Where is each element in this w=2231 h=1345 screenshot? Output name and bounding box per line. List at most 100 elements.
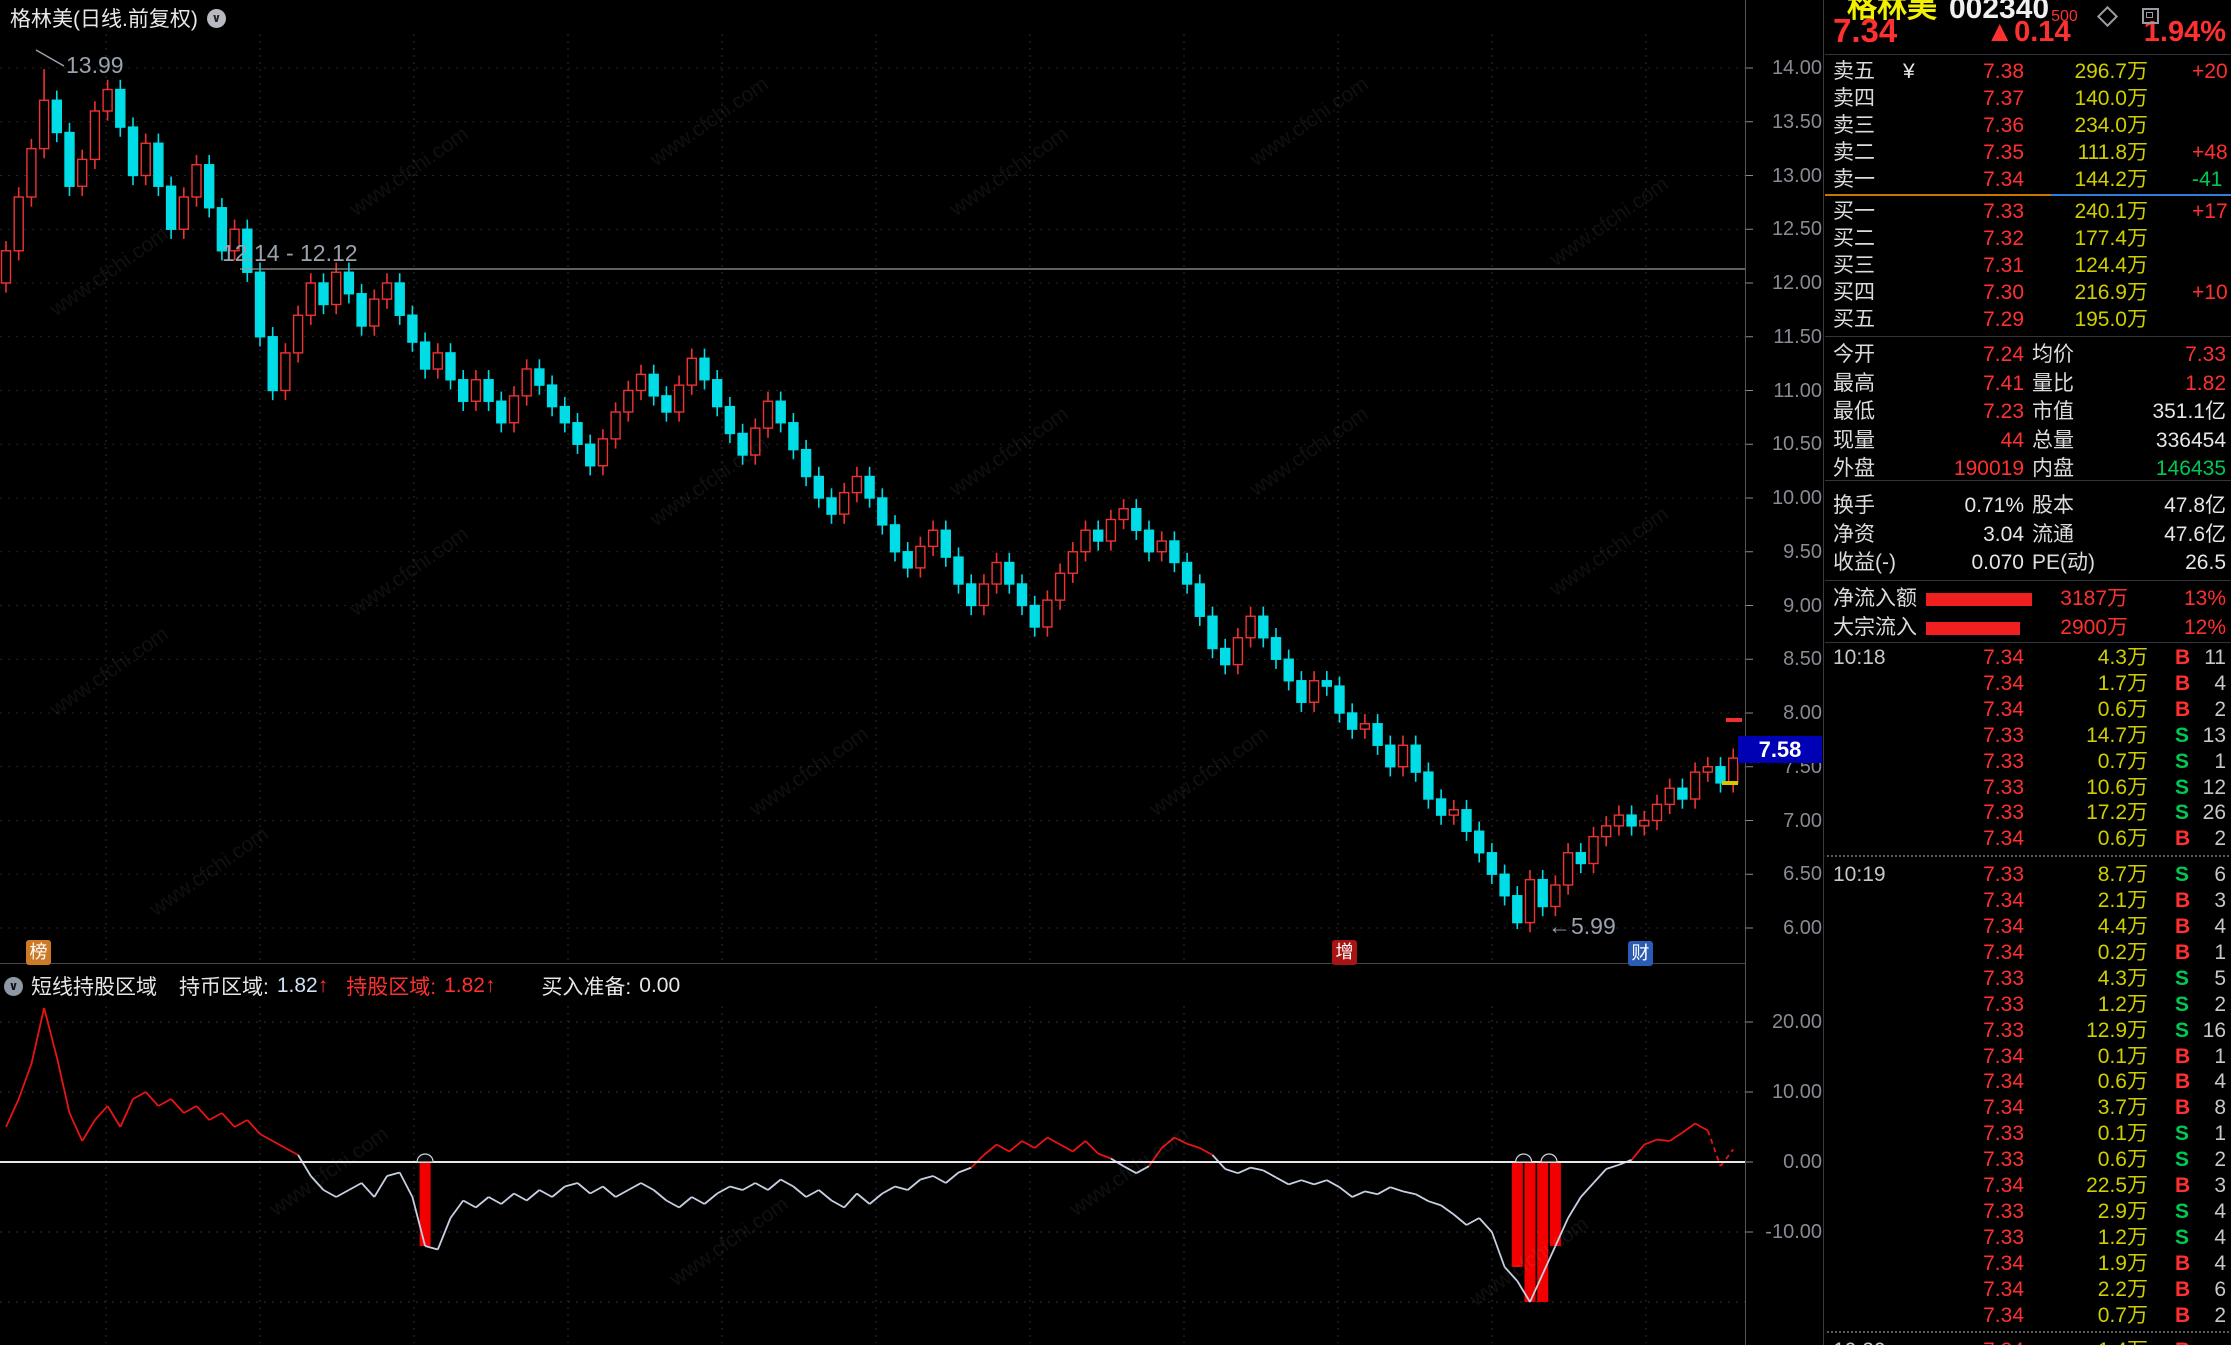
price-change: ▲0.14 [1985, 16, 2071, 48]
indicator-line-segment [792, 1185, 807, 1198]
tick-group-divider [1827, 1331, 2229, 1334]
indicator-line-segment [1174, 1136, 1188, 1145]
candle-body [470, 379, 482, 402]
tick-side: S [2175, 1018, 2190, 1042]
tick-price: 7.34 [1983, 671, 2024, 695]
candle-body [1359, 723, 1371, 730]
level-price: 7.35 [1983, 141, 2024, 164]
candle-body [750, 427, 761, 456]
buy-level-row[interactable]: 买三 7.31 124.4万 [1825, 252, 2231, 279]
sell-level-row[interactable]: 卖一 7.34 144.2万 -41 [1825, 166, 2231, 193]
tick-row: 7.34 2.1万 B 3 [1825, 888, 2231, 914]
indicator-title[interactable]: 短线持股区域 [31, 976, 157, 999]
sell-level-row[interactable]: 卖五 ¥7.38 296.7万 +20 [1825, 58, 2231, 85]
indicator-line-segment [1288, 1179, 1302, 1186]
candle-body [1448, 809, 1460, 816]
tick-side: B [2175, 889, 2191, 913]
stats-row: 现量 44 总量 336454 [1825, 427, 2231, 455]
candle-body [1346, 712, 1358, 730]
tick-count: 12 [2202, 775, 2226, 799]
tick-count: 1 [2214, 1044, 2226, 1068]
rank-badge[interactable]: 榜 [26, 940, 51, 965]
candle-body [1156, 540, 1167, 553]
candle-body [877, 497, 888, 526]
increase-badge[interactable]: 增 [1332, 940, 1357, 965]
candle-body [1664, 787, 1675, 806]
tick-volume: 0.2万 [2097, 940, 2148, 964]
candle-body [1169, 540, 1180, 564]
tick-price: 7.33 [1983, 1225, 2024, 1249]
tick-side: B [2175, 671, 2191, 695]
indicator-line-segment [1008, 1140, 1023, 1153]
indicator-line-segment [17, 1063, 33, 1100]
candle-body [1499, 873, 1510, 897]
tick-count: 8 [2214, 1096, 2226, 1120]
sell-level-row[interactable]: 卖二 7.35 111.8万 +48 [1825, 139, 2231, 166]
sell-level-row[interactable]: 卖三 7.36 234.0万 [1825, 112, 2231, 139]
indicator-axis-label: -10.00 [1765, 1221, 1822, 1243]
indicator-line-segment [1338, 1186, 1353, 1198]
main-chart-canvas[interactable] [0, 0, 1760, 1345]
candle-body [724, 405, 736, 435]
price-axis-label: 12.00 [1771, 272, 1822, 294]
candle-body [762, 400, 774, 429]
indicator-line-segment [907, 1178, 921, 1191]
stock-name-row[interactable]: 格林美 002340 500 [1847, 0, 2078, 26]
level-volume: 296.7万 [2074, 60, 2148, 83]
candle-body [953, 556, 964, 585]
buy-level-row[interactable]: 买四 7.30 216.9万 +10 [1825, 279, 2231, 306]
restore-window-icon[interactable] [2142, 8, 2159, 24]
candle-body [1067, 551, 1079, 574]
tick-price: 7.33 [1983, 723, 2024, 747]
indicator-line-segment [805, 1189, 820, 1198]
indicator-header: ∨ 短线持股区域 持币区域: 1.82 ↑ 持股区域: 1.82 ↑ 买入准备:… [0, 970, 1745, 1002]
candle-body [419, 341, 431, 370]
indicator-line-segment [767, 1178, 782, 1191]
stat-label: 市值 [2032, 400, 2074, 424]
indicator-line-segment [1605, 1163, 1620, 1170]
tick-side: S [2175, 1122, 2190, 1146]
candle-body [1689, 771, 1701, 800]
candle-body [0, 250, 12, 284]
indicator-line-segment [436, 1217, 452, 1250]
hold-stock-arrow-icon: ↑ [484, 974, 496, 997]
indicator-line-segment [30, 1007, 45, 1065]
hold-cash-label: 持币区域: [179, 976, 269, 999]
indicator-line-segment [195, 1105, 210, 1121]
indicator-line-segment [94, 1105, 109, 1121]
candle-body [521, 368, 532, 397]
buy-level-row[interactable]: 买一 7.33 240.1万 +17 [1825, 198, 2231, 225]
sell-level-row[interactable]: 卖四 7.37 140.0万 [1825, 85, 2231, 112]
candle-body [1118, 508, 1129, 521]
tick-price: 7.34 [1983, 646, 2024, 669]
indicator-line-segment [716, 1185, 731, 1195]
indicator-line-segment [348, 1182, 363, 1191]
indicator-line-segment [208, 1112, 223, 1121]
indicator-line-segment [1072, 1140, 1087, 1153]
indicator-line-segment [475, 1196, 490, 1209]
candle-body [1727, 757, 1739, 784]
indicator-line-segment [1148, 1147, 1163, 1167]
indicator-line-segment [894, 1185, 908, 1191]
diamond-icon[interactable] [2096, 5, 2119, 28]
tick-row: 7.34 0.2万 B 1 [1825, 940, 2231, 966]
indicator-line-segment [1135, 1165, 1150, 1174]
candle-body [1677, 787, 1688, 800]
indicator-line-segment [449, 1199, 464, 1219]
indicator-collapse-icon[interactable]: ∨ [4, 976, 23, 996]
candle-body [889, 524, 901, 553]
buy-level-row[interactable]: 买五 7.29 195.0万 [1825, 306, 2231, 333]
finance-badge[interactable]: 财 [1628, 941, 1653, 966]
level-volume: 140.0万 [2074, 87, 2148, 110]
level-volume: 144.2万 [2074, 168, 2148, 191]
tick-side: S [2175, 1199, 2190, 1223]
tick-volume: 0.6万 [2097, 827, 2148, 851]
stat-value: 7.23 [1983, 400, 2024, 424]
chart-title-dropdown-icon[interactable]: ∨ [206, 8, 226, 28]
candle-body [673, 384, 685, 413]
indicator-line-segment [1301, 1179, 1315, 1186]
indicator-line-segment [615, 1189, 629, 1198]
buy-level-row[interactable]: 买二 7.32 177.4万 [1825, 225, 2231, 252]
tick-row: 7.33 12.9万 S 16 [1825, 1018, 2231, 1044]
indicator-line-segment [398, 1172, 414, 1198]
